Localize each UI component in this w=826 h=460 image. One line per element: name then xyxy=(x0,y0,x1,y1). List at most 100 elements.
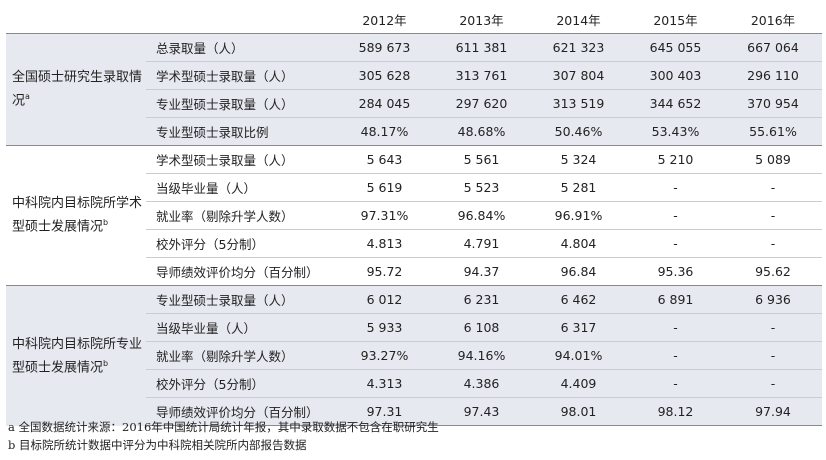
header-row: 2012年 2013年 2014年 2015年 2016年 xyxy=(6,6,822,34)
value-cell: 96.84 xyxy=(530,257,627,286)
value-cell: 6 462 xyxy=(530,285,627,314)
metric-label: 校外评分（5分制） xyxy=(146,369,336,398)
metric-label: 导师绩效评价均分（百分制） xyxy=(146,397,336,426)
value-cell: 94.01% xyxy=(530,341,627,370)
metric-label: 当级毕业量（人） xyxy=(146,173,336,202)
metric-label: 总录取量（人） xyxy=(146,33,336,62)
value-cell: 645 055 xyxy=(627,33,724,62)
value-cell: 4.409 xyxy=(530,369,627,398)
value-cell: 97.31% xyxy=(336,201,433,230)
value-cell: 4.791 xyxy=(433,229,530,258)
value-cell: 55.61% xyxy=(724,117,822,146)
value-cell: 97.43 xyxy=(433,397,530,426)
value-cell: 307 804 xyxy=(530,61,627,90)
table-row: 当级毕业量（人） 5 619 5 523 5 281 - - xyxy=(6,173,822,202)
footnotes: a 全国数据统计来源：2016年中国统计局统计年报，其中录取数据不包含在职研究生… xyxy=(8,418,439,454)
value-cell: 94.16% xyxy=(433,341,530,370)
metric-label: 当级毕业量（人） xyxy=(146,313,336,342)
value-cell: 98.01 xyxy=(530,397,627,426)
value-cell: 48.68% xyxy=(433,117,530,146)
table-row: 校外评分（5分制） 4.813 4.791 4.804 - - xyxy=(6,229,822,258)
value-cell: 370 954 xyxy=(724,89,822,118)
value-cell: 589 673 xyxy=(336,33,433,62)
table-row: 中科院内目标院所专业型硕士发展情况b 专业型硕士录取量（人） 6 012 6 2… xyxy=(6,285,822,426)
value-cell: - xyxy=(627,313,724,342)
section-national: 全国硕士研究生录取情况a 总录取量（人） 589 673 611 381 621… xyxy=(6,33,822,146)
metric-label: 专业型硕士录取量（人） xyxy=(146,89,336,118)
value-cell: - xyxy=(724,313,822,342)
value-cell: 6 231 xyxy=(433,285,530,314)
value-cell: 95.72 xyxy=(336,257,433,286)
value-cell: - xyxy=(627,173,724,202)
value-cell: 313 519 xyxy=(530,89,627,118)
value-cell: 97.94 xyxy=(724,397,822,426)
value-cell: 95.36 xyxy=(627,257,724,286)
value-cell: 4.804 xyxy=(530,229,627,258)
metric-label: 专业型硕士录取比例 xyxy=(146,117,336,146)
value-cell: 344 652 xyxy=(627,89,724,118)
value-cell: - xyxy=(627,229,724,258)
value-cell: 97.31 xyxy=(336,397,433,426)
table-row: 学术型硕士录取量（人） 305 628 313 761 307 804 300 … xyxy=(6,61,822,90)
year-header: 2013年 xyxy=(433,6,530,34)
metric-label: 专业型硕士录取量（人） xyxy=(146,285,336,314)
year-header: 2015年 xyxy=(627,6,724,34)
table-row: 当级毕业量（人） 5 933 6 108 6 317 - - xyxy=(6,313,822,342)
table-row: 就业率（剔除升学人数） 93.27% 94.16% 94.01% - - xyxy=(6,341,822,370)
value-cell: - xyxy=(627,341,724,370)
year-header: 2012年 xyxy=(336,6,433,34)
metric-label: 学术型硕士录取量（人） xyxy=(146,61,336,90)
group-label: 中科院内目标院所专业型硕士发展情况b xyxy=(6,285,146,426)
table-row: 专业型硕士录取量（人） 284 045 297 620 313 519 344 … xyxy=(6,89,822,118)
table-row: 导师绩效评价均分（百分制） 95.72 94.37 96.84 95.36 95… xyxy=(6,257,822,286)
year-header: 2014年 xyxy=(530,6,627,34)
value-cell: 96.91% xyxy=(530,201,627,230)
value-cell: 50.46% xyxy=(530,117,627,146)
value-cell: - xyxy=(724,229,822,258)
value-cell: 5 281 xyxy=(530,173,627,202)
data-table: 2012年 2013年 2014年 2015年 2016年 全国硕士研究生录取情… xyxy=(6,6,822,426)
table-row: 专业型硕士录取比例 48.17% 48.68% 50.46% 53.43% 55… xyxy=(6,117,822,146)
table-row: 导师绩效评价均分（百分制） 97.31 97.43 98.01 98.12 97… xyxy=(6,397,822,426)
value-cell: - xyxy=(724,201,822,230)
footnote-b: b 目标院所统计数据中评分为中科院相关院所内部报告数据 xyxy=(8,438,307,452)
value-cell: 6 012 xyxy=(336,285,433,314)
corner-cell xyxy=(6,6,146,34)
value-cell: 5 619 xyxy=(336,173,433,202)
value-cell: 305 628 xyxy=(336,61,433,90)
value-cell: 93.27% xyxy=(336,341,433,370)
value-cell: - xyxy=(724,369,822,398)
table-row: 全国硕士研究生录取情况a 总录取量（人） 589 673 611 381 621… xyxy=(6,33,822,146)
section-professional: 中科院内目标院所专业型硕士发展情况b 专业型硕士录取量（人） 6 012 6 2… xyxy=(6,285,822,426)
year-header: 2016年 xyxy=(724,6,822,34)
value-cell: 300 403 xyxy=(627,61,724,90)
value-cell: 94.37 xyxy=(433,257,530,286)
value-cell: 5 643 xyxy=(336,145,433,174)
section-academic: 中科院内目标院所学术型硕士发展情况b 学术型硕士录取量（人） 5 643 5 5… xyxy=(6,145,822,286)
value-cell: 98.12 xyxy=(627,397,724,426)
metric-label: 校外评分（5分制） xyxy=(146,229,336,258)
value-cell: 96.84% xyxy=(433,201,530,230)
table-row: 校外评分（5分制） 4.313 4.386 4.409 - - xyxy=(6,369,822,398)
metric-label: 就业率（剔除升学人数） xyxy=(146,201,336,230)
value-cell: - xyxy=(724,173,822,202)
table-row: 就业率（剔除升学人数） 97.31% 96.84% 96.91% - - xyxy=(6,201,822,230)
metric-label: 学术型硕士录取量（人） xyxy=(146,145,336,174)
value-cell: 53.43% xyxy=(627,117,724,146)
value-cell: 313 761 xyxy=(433,61,530,90)
value-cell: 6 108 xyxy=(433,313,530,342)
value-cell: 5 933 xyxy=(336,313,433,342)
value-cell: 296 110 xyxy=(724,61,822,90)
value-cell: 667 064 xyxy=(724,33,822,62)
value-cell: 621 323 xyxy=(530,33,627,62)
value-cell: 6 891 xyxy=(627,285,724,314)
value-cell: 5 324 xyxy=(530,145,627,174)
value-cell: 5 210 xyxy=(627,145,724,174)
value-cell: 5 561 xyxy=(433,145,530,174)
value-cell: 284 045 xyxy=(336,89,433,118)
metric-label: 导师绩效评价均分（百分制） xyxy=(146,257,336,286)
value-cell: 5 089 xyxy=(724,145,822,174)
metric-header-cell xyxy=(146,6,336,34)
value-cell: - xyxy=(627,201,724,230)
value-cell: 4.313 xyxy=(336,369,433,398)
